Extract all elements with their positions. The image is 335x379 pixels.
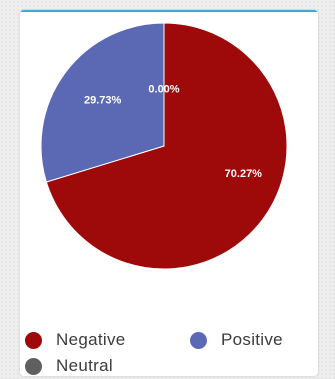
legend-item-positive[interactable]: Positive: [190, 330, 283, 350]
pie-chart: 70.27% 29.73% 0.00%: [40, 22, 288, 270]
legend-label-positive: Positive: [221, 330, 283, 349]
slice-label-negative: 70.27%: [225, 168, 263, 180]
legend-label-negative: Negative: [56, 330, 126, 349]
slice-label-neutral: 0.00%: [148, 83, 179, 95]
pie-slice-negative[interactable]: [45, 22, 288, 270]
chart-card: 70.27% 29.73% 0.00% Negative Positive Neut…: [20, 10, 318, 376]
chart-legend: Negative Positive Neutral: [20, 328, 318, 376]
legend-swatch-positive: [190, 331, 207, 349]
slice-label-positive: 29.73%: [84, 95, 122, 107]
legend-swatch-negative: [25, 331, 42, 349]
legend-item-negative[interactable]: Negative: [25, 330, 126, 350]
legend-swatch-neutral: [25, 357, 42, 375]
card-top-accent: [20, 10, 318, 12]
pie-slices: [40, 22, 288, 270]
legend-label-neutral: Neutral: [56, 356, 113, 375]
pie-slice-positive[interactable]: [40, 22, 165, 183]
legend-item-neutral[interactable]: Neutral: [25, 356, 113, 376]
pie-labels: 70.27% 29.73% 0.00%: [84, 83, 262, 180]
